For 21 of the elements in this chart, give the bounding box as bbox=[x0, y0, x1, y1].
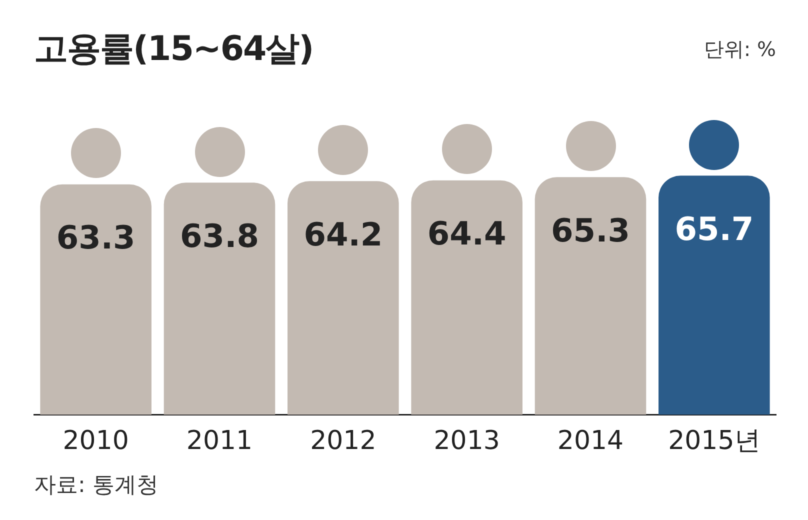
x-tick-label: 2015년 bbox=[668, 426, 760, 456]
data-label: 64.2 bbox=[304, 215, 383, 254]
data-label: 63.8 bbox=[180, 216, 259, 255]
bar bbox=[40, 184, 152, 415]
text: 단위: % bbox=[704, 36, 776, 63]
data-label: 65.7 bbox=[674, 210, 754, 248]
bar bbox=[164, 182, 276, 415]
data-label: 65.3 bbox=[551, 211, 630, 250]
x-tick-label: 2014 bbox=[557, 426, 624, 456]
chart-title: 고용률(15~64살) bbox=[34, 28, 314, 71]
bar bbox=[658, 176, 770, 415]
x-tick-label: 2011 bbox=[186, 426, 253, 456]
bar bbox=[411, 180, 522, 415]
x-tick-label: 2013 bbox=[434, 426, 500, 456]
bar bbox=[534, 177, 646, 415]
bar bbox=[288, 181, 399, 415]
data-label: 64.4 bbox=[427, 214, 506, 253]
x-tick-label: 2010 bbox=[62, 426, 129, 456]
text: 자료: 통계청 bbox=[34, 472, 158, 500]
data-label: 63.3 bbox=[56, 218, 136, 257]
x-tick-label: 2012 bbox=[310, 426, 376, 456]
